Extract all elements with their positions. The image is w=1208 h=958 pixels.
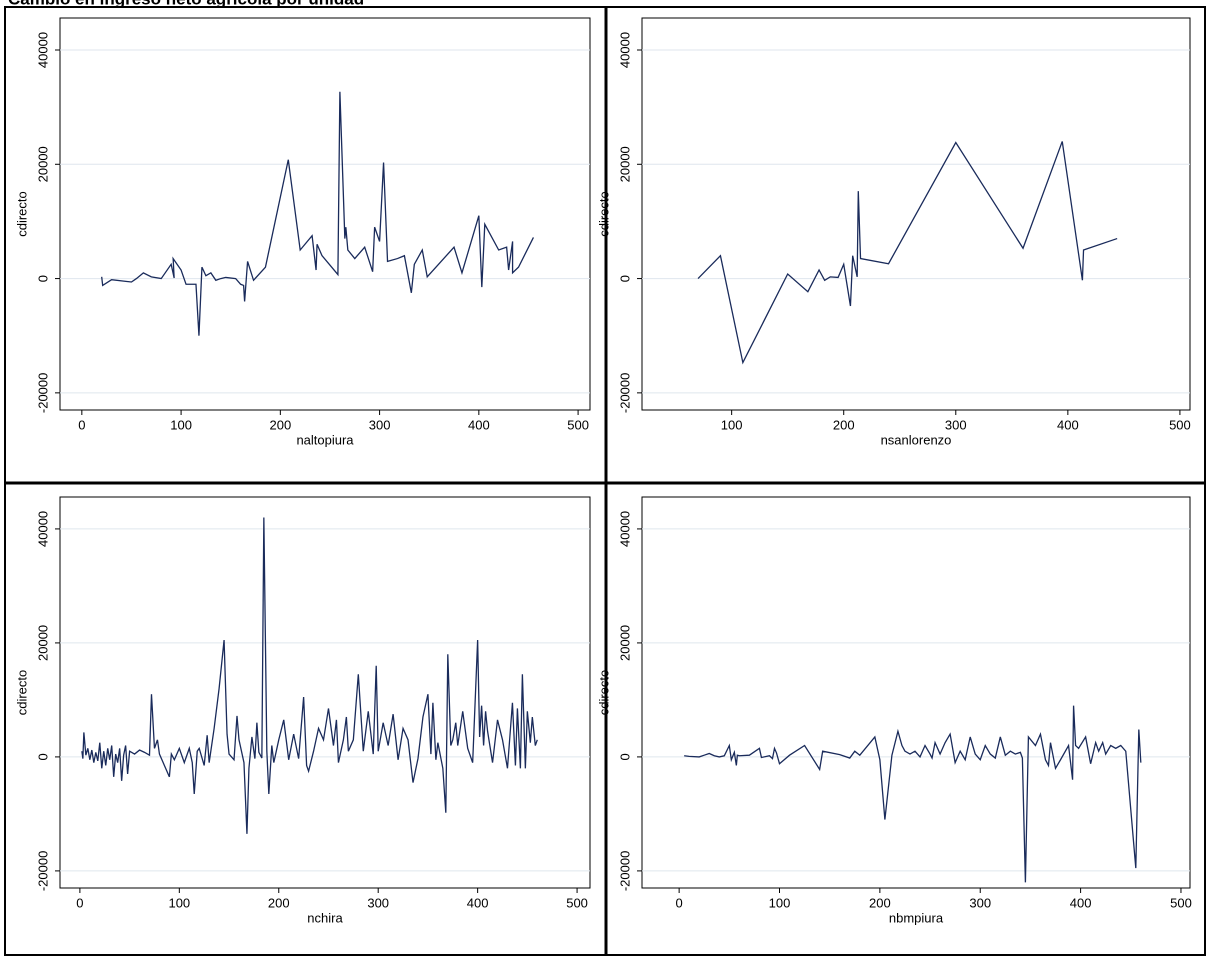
data-line xyxy=(684,705,1142,883)
x-tick-label: 400 xyxy=(1057,417,1079,432)
y-tick-label: 40000 xyxy=(617,511,632,547)
plot-area xyxy=(641,496,1191,889)
x-tick-label: 200 xyxy=(269,417,291,432)
y-tick-label: 0 xyxy=(35,753,50,760)
x-axis-label: nbmpiura xyxy=(889,910,944,925)
x-tick-label: 100 xyxy=(721,417,743,432)
y-tick-label: -20000 xyxy=(35,851,50,891)
y-tick-label: 0 xyxy=(35,275,50,282)
plot-area xyxy=(59,496,591,889)
y-tick-label: 40000 xyxy=(617,32,632,68)
chart-title: Cambio en ingreso neto agrícola por unid… xyxy=(8,0,364,8)
y-tick-label: 20000 xyxy=(35,146,50,182)
x-tick-label: 200 xyxy=(833,417,855,432)
y-tick-label: 40000 xyxy=(35,511,50,547)
y-axis-label: cdirecto xyxy=(14,670,29,716)
x-tick-label: 300 xyxy=(945,417,967,432)
y-axis-label: cdirecto xyxy=(596,670,611,716)
x-tick-label: 500 xyxy=(567,417,589,432)
x-tick-label: 400 xyxy=(1070,895,1092,910)
data-line xyxy=(101,91,535,336)
y-tick-label: 40000 xyxy=(35,32,50,68)
x-tick-label: 300 xyxy=(969,895,991,910)
y-tick-label: -20000 xyxy=(617,851,632,891)
y-tick-label: -20000 xyxy=(617,373,632,413)
x-axis-label: nsanlorenzo xyxy=(881,432,952,447)
x-tick-label: 0 xyxy=(76,895,83,910)
y-tick-label: 20000 xyxy=(617,625,632,661)
x-tick-label: 500 xyxy=(1169,417,1191,432)
x-tick-label: 300 xyxy=(367,895,389,910)
y-tick-label: 20000 xyxy=(35,625,50,661)
x-tick-label: 400 xyxy=(467,895,489,910)
x-tick-label: 200 xyxy=(268,895,290,910)
x-tick-label: 100 xyxy=(769,895,791,910)
x-tick-label: 500 xyxy=(1170,895,1192,910)
y-tick-label: 0 xyxy=(617,753,632,760)
x-tick-label: 0 xyxy=(676,895,683,910)
x-tick-label: 300 xyxy=(369,417,391,432)
y-tick-label: 0 xyxy=(617,275,632,282)
x-tick-label: 400 xyxy=(468,417,490,432)
y-tick-label: -20000 xyxy=(35,373,50,413)
x-axis-label: naltopiura xyxy=(296,432,354,447)
x-tick-label: 100 xyxy=(170,417,192,432)
plot-area xyxy=(59,17,591,411)
data-line xyxy=(697,141,1118,365)
y-axis-label: cdirecto xyxy=(14,191,29,237)
x-tick-label: 200 xyxy=(869,895,891,910)
x-tick-label: 100 xyxy=(168,895,190,910)
x-tick-label: 500 xyxy=(566,895,588,910)
x-axis-label: nchira xyxy=(307,910,343,925)
y-axis-label: cdirecto xyxy=(596,191,611,237)
y-tick-label: 20000 xyxy=(617,146,632,182)
data-line xyxy=(81,517,538,834)
x-tick-label: 0 xyxy=(78,417,85,432)
